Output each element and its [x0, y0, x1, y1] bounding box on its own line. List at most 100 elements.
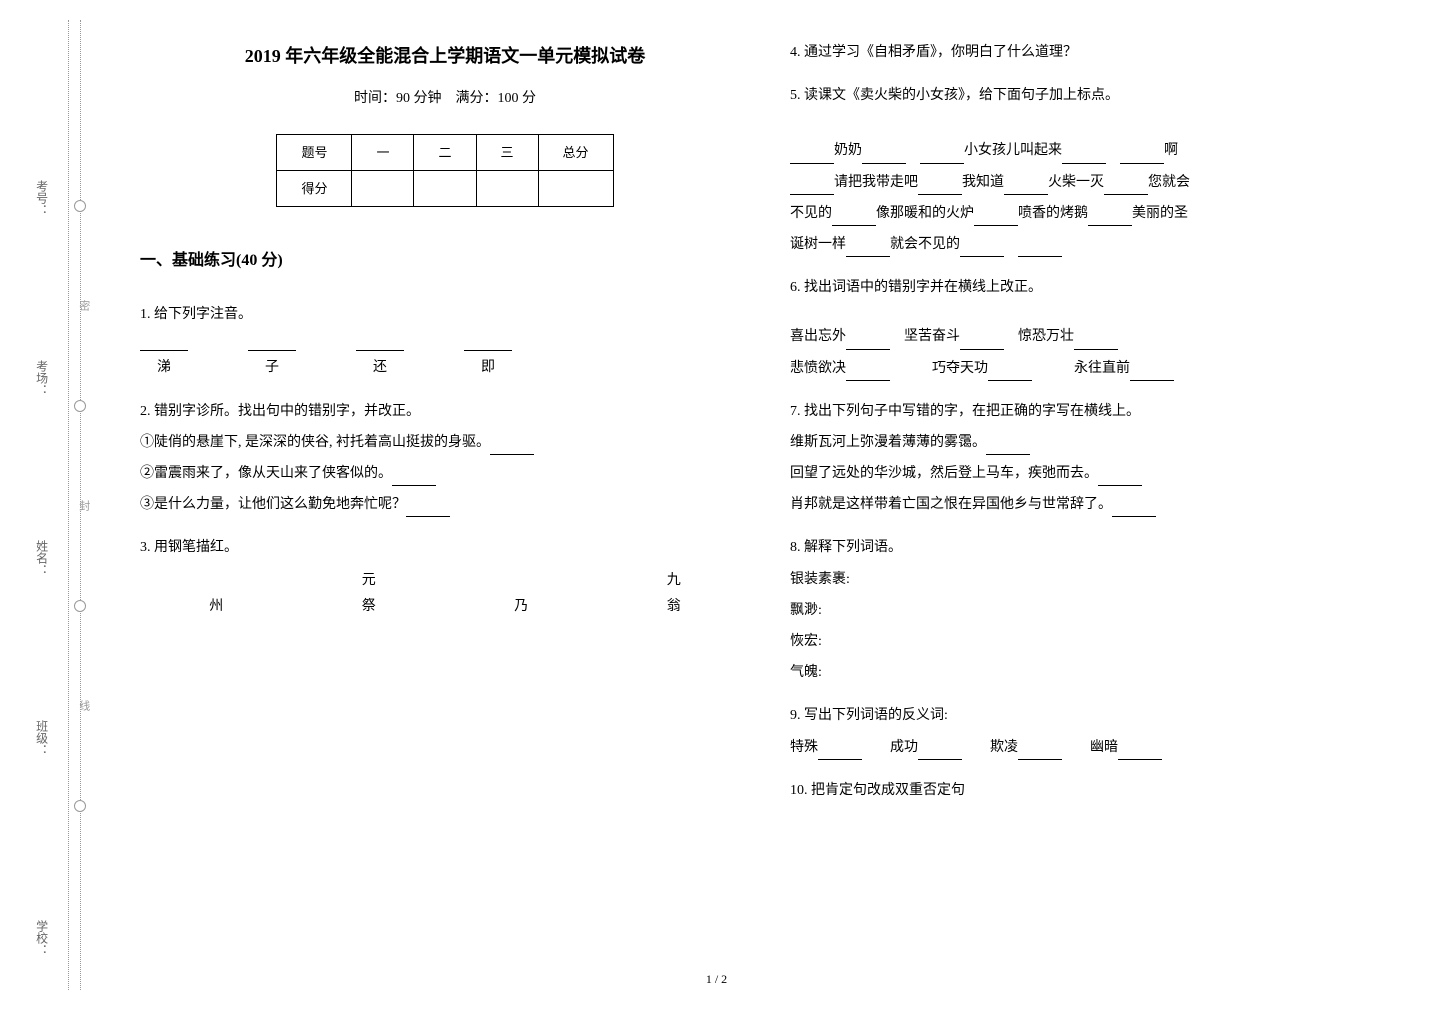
q6-word: 喜出忘外	[790, 329, 846, 344]
blank	[986, 437, 1030, 455]
score-head: 题号	[277, 134, 352, 170]
binding-circle	[74, 200, 86, 212]
blank	[1112, 499, 1156, 517]
binding-margin: 学校： 班级： 姓名： 考场： 考号： 密 封 线	[0, 0, 120, 1011]
q3-char: 九	[598, 568, 751, 593]
blank	[818, 742, 862, 760]
blank	[920, 146, 964, 164]
q2: 2. 错别字诊所。找出句中的错别字，并改正。 ①陡俏的悬崖下, 是深深的侠谷, …	[140, 399, 750, 518]
binding-circle	[74, 400, 86, 412]
q2-item: ①陡俏的悬崖下, 是深深的侠谷, 衬托着高山挺拔的身驱。	[140, 435, 490, 450]
q6-prompt: 6. 找出词语中的错别字并在横线上改正。	[790, 275, 1400, 300]
q6-word: 巧夺天功	[932, 361, 988, 376]
q6-word: 坚苦奋斗	[904, 329, 960, 344]
q1-chars: 涕 子 还 即	[140, 333, 750, 380]
blank	[1104, 177, 1148, 195]
q5-text: 喷香的烤鹅	[1018, 206, 1088, 221]
page-number: 1 / 2	[706, 969, 727, 991]
blank	[1088, 208, 1132, 226]
blank	[1074, 332, 1118, 350]
binding-circle	[74, 600, 86, 612]
q9-word: 欺凌	[990, 740, 1018, 755]
blank	[356, 333, 404, 351]
q3-char: 翁	[598, 594, 751, 619]
q7-item: 回望了远处的华沙城，然后登上马车，疾弛而去。	[790, 466, 1098, 481]
label-id: 考号：	[30, 180, 52, 216]
blank	[988, 363, 1032, 381]
q7-item: 肖邦就是这样带着亡国之恨在异国他乡与世常辞了。	[790, 497, 1112, 512]
q5-text: 小女孩儿叫起来	[964, 143, 1062, 158]
q3-char: 元	[293, 568, 446, 593]
q7-item: 维斯瓦河上弥漫着薄薄的雾霭。	[790, 435, 986, 450]
label-room: 考场：	[30, 360, 52, 396]
binding-hint: 封	[73, 500, 93, 511]
blank	[406, 499, 450, 517]
q5-text: 奶奶	[834, 143, 862, 158]
blank	[392, 468, 436, 486]
score-cell	[476, 170, 538, 206]
q4: 4. 通过学习《自相矛盾》，你明白了什么道理？	[790, 40, 1400, 65]
q1: 1. 给下列字注音。 涕 子 还 即	[140, 302, 750, 380]
score-table: 题号 一 二 三 总分 得分	[276, 134, 613, 208]
q8-word: 气魄:	[790, 660, 1400, 685]
q9-word: 成功	[890, 740, 918, 755]
q6: 6. 找出词语中的错别字并在横线上改正。 喜出忘外 坚苦奋斗 惊恐万壮 悲愤欲决…	[790, 275, 1400, 381]
q5-text: 就会不见的	[890, 237, 960, 252]
blank	[464, 333, 512, 351]
q5-text: 诞树一样	[790, 237, 846, 252]
content: 2019 年六年级全能混合上学期语文一单元模拟试卷 时间：90 分钟 满分：10…	[140, 40, 1400, 821]
q2-item: ③是什么力量，让他们这么勤免地奔忙呢？	[140, 497, 406, 512]
score-cell	[414, 170, 476, 206]
q5-text: 火柴一灭	[1048, 175, 1104, 190]
exam-title: 2019 年六年级全能混合上学期语文一单元模拟试卷	[140, 40, 750, 72]
q7-prompt: 7. 找出下列句子中写错的字，在把正确的字写在横线上。	[790, 399, 1400, 424]
q1-char: 还	[373, 360, 387, 375]
q6-word: 悲愤欲决	[790, 361, 846, 376]
q5-text: 不见的	[790, 206, 832, 221]
q5-text: 啊	[1164, 143, 1178, 158]
blank	[832, 208, 876, 226]
q3-prompt: 3. 用钢笔描红。	[140, 535, 750, 560]
q9-prompt: 9. 写出下列词语的反义词:	[790, 703, 1400, 728]
q1-char: 涕	[157, 360, 171, 375]
q8: 8. 解释下列词语。 银装素裹: 飘渺: 恢宏: 气魄:	[790, 535, 1400, 685]
q6-word: 永往直前	[1074, 361, 1130, 376]
score-row-label: 得分	[277, 170, 352, 206]
q1-char: 子	[265, 360, 279, 375]
q8-word: 银装素裹:	[790, 567, 1400, 592]
blank	[790, 146, 834, 164]
q8-word: 飘渺:	[790, 598, 1400, 623]
q2-item: ②雷震雨来了，像从天山来了侠客似的。	[140, 466, 392, 481]
blank	[1120, 146, 1164, 164]
blank	[1018, 239, 1062, 257]
section1-title: 一、基础练习(40 分)	[140, 247, 750, 276]
dotted-line-outer	[68, 20, 69, 990]
blank	[490, 437, 534, 455]
q5-prompt: 5. 读课文《卖火柴的小女孩》，给下面句子加上标点。	[790, 83, 1400, 108]
blank	[1098, 468, 1142, 486]
exam-subtitle: 时间：90 分钟 满分：100 分	[140, 86, 750, 111]
score-cell	[352, 170, 414, 206]
q2-prompt: 2. 错别字诊所。找出句中的错别字，并改正。	[140, 399, 750, 424]
q5-text: 像那暖和的火炉	[876, 206, 974, 221]
blank	[918, 742, 962, 760]
q3-char: 祭	[293, 594, 446, 619]
score-cell	[538, 170, 613, 206]
blank	[846, 239, 890, 257]
q6-word: 惊恐万壮	[1018, 329, 1074, 344]
blank	[1018, 742, 1062, 760]
q8-word: 恢宏:	[790, 629, 1400, 654]
q10: 10. 把肯定句改成双重否定句	[790, 778, 1400, 803]
q9-word: 幽暗	[1090, 740, 1118, 755]
q7: 7. 找出下列句子中写错的字，在把正确的字写在横线上。 维斯瓦河上弥漫着薄薄的雾…	[790, 399, 1400, 518]
q5-text: 请把我带走吧	[834, 175, 918, 190]
label-class: 班级：	[30, 720, 52, 756]
right-column: 4. 通过学习《自相矛盾》，你明白了什么道理？ 5. 读课文《卖火柴的小女孩》，…	[790, 40, 1400, 821]
blank	[1130, 363, 1174, 381]
blank	[790, 177, 834, 195]
left-column: 2019 年六年级全能混合上学期语文一单元模拟试卷 时间：90 分钟 满分：10…	[140, 40, 750, 821]
blank	[960, 239, 1004, 257]
blank	[862, 146, 906, 164]
blank	[140, 333, 188, 351]
blank	[1062, 146, 1106, 164]
